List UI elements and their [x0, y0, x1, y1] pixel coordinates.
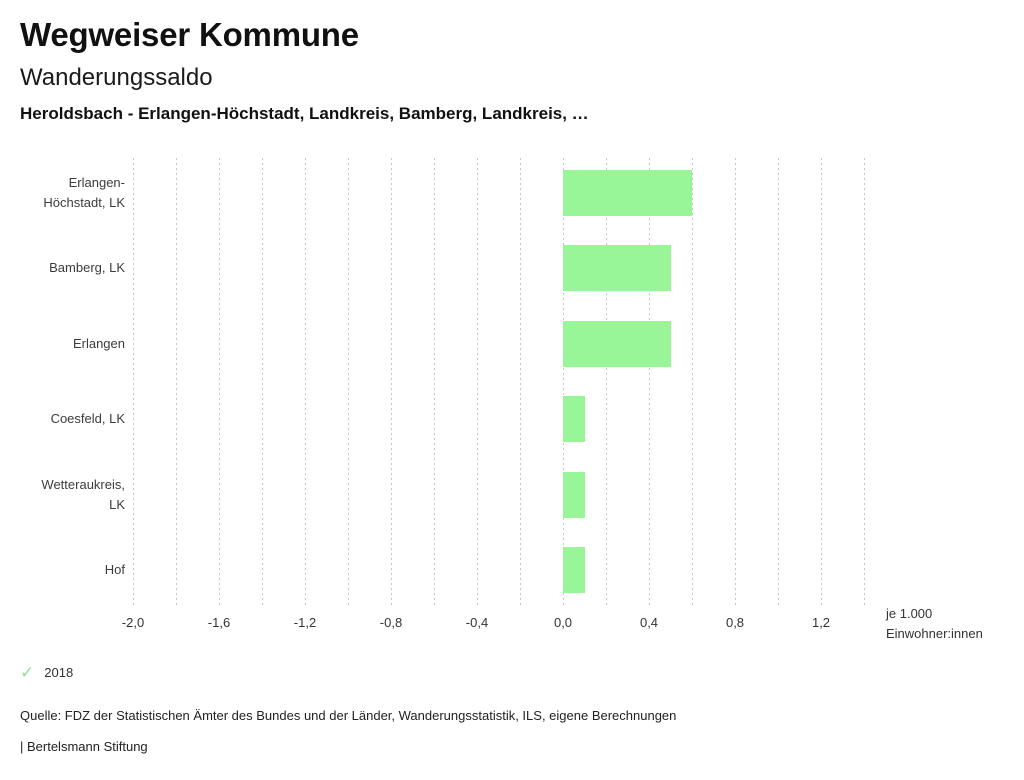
gridline — [649, 158, 650, 608]
bar[interactable] — [563, 245, 671, 292]
plot-area — [133, 155, 865, 608]
gridline — [477, 158, 478, 608]
x-tick-label: 0,4 — [639, 615, 659, 630]
gridline — [176, 158, 177, 608]
gridline — [262, 158, 263, 608]
x-tick-label: 1,2 — [811, 615, 831, 630]
x-tick-label: -2,0 — [121, 615, 145, 630]
app-title: Wegweiser Kommune — [20, 16, 359, 53]
migration-balance-bar-chart: Erlangen-Höchstadt, LK Bamberg, LK Erlange… — [0, 155, 1024, 685]
axis-unit-label: je 1.000 Einwohner:innen — [886, 604, 983, 644]
check-icon: ✓ — [20, 663, 35, 682]
category-label: Erlangen-Höchstadt, LK — [43, 174, 125, 210]
x-tick-label: -0,8 — [379, 615, 403, 630]
gridline — [391, 158, 392, 608]
gridline — [864, 158, 865, 608]
legend-item-2018[interactable]: ✓ 2018 — [20, 664, 73, 681]
gridline — [778, 158, 779, 608]
category-label: Bamberg, LK — [49, 260, 125, 276]
gridline — [563, 158, 564, 608]
x-tick-label: 0,8 — [725, 615, 745, 630]
legend-year-label: 2018 — [44, 665, 74, 680]
bar[interactable] — [563, 169, 692, 216]
gridline — [606, 158, 607, 608]
category-label: Wetteraukreis, LK — [41, 476, 125, 512]
bar[interactable] — [563, 547, 585, 594]
gridline — [692, 158, 693, 608]
gridline — [305, 158, 306, 608]
category-label: Hof — [104, 562, 125, 578]
gridline — [219, 158, 220, 608]
category-label: Coesfeld, LK — [50, 411, 125, 427]
x-tick-label: 0,0 — [553, 615, 573, 630]
x-tick-label: -1,2 — [293, 615, 317, 630]
indicator-title: Wanderungssaldo — [20, 64, 213, 91]
x-tick-label: -1,6 — [207, 615, 231, 630]
gridline — [434, 158, 435, 608]
category-label: Erlangen — [72, 335, 125, 351]
category-labels-column: Erlangen-Höchstadt, LK Bamberg, LK Erlange… — [0, 155, 125, 608]
x-axis-tick-labels: -2,0 -1,6 -1,2 -0,8 -0,4 0,0 0,4 0,8 1,2 — [122, 615, 864, 633]
gridline — [821, 158, 822, 608]
bar[interactable] — [563, 320, 671, 367]
comparison-subtitle: Heroldsbach - Erlangen-Höchstadt, Landkr… — [20, 104, 589, 123]
gridline — [348, 158, 349, 608]
attribution-note: | Bertelsmann Stiftung — [20, 739, 148, 754]
gridline — [133, 158, 134, 608]
axis-unit-line-1: je 1.000 — [886, 606, 933, 621]
x-tick-label: -0,4 — [465, 615, 489, 630]
gridline — [520, 158, 521, 608]
bar[interactable] — [563, 396, 585, 443]
axis-unit-line-2: Einwohner:innen — [886, 626, 983, 641]
gridline — [735, 158, 736, 608]
bar[interactable] — [563, 471, 585, 518]
source-note: Quelle: FDZ der Statistischen Ämter des … — [20, 708, 677, 723]
